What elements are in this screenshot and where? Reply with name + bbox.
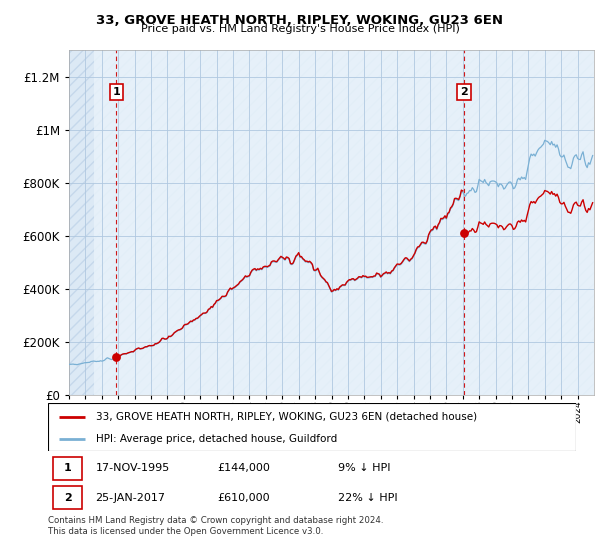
Text: Price paid vs. HM Land Registry's House Price Index (HPI): Price paid vs. HM Land Registry's House …	[140, 24, 460, 34]
Text: 2: 2	[64, 493, 71, 503]
Point	[112, 352, 121, 361]
Bar	[53, 456, 82, 480]
Text: 22% ↓ HPI: 22% ↓ HPI	[338, 493, 398, 503]
Text: £610,000: £610,000	[217, 493, 269, 503]
Text: 33, GROVE HEATH NORTH, RIPLEY, WOKING, GU23 6EN (detached house): 33, GROVE HEATH NORTH, RIPLEY, WOKING, G…	[95, 412, 476, 422]
Text: 1: 1	[64, 463, 71, 473]
Text: 9% ↓ HPI: 9% ↓ HPI	[338, 463, 391, 473]
Bar	[53, 486, 82, 510]
Text: HPI: Average price, detached house, Guildford: HPI: Average price, detached house, Guil…	[95, 434, 337, 444]
Text: 2: 2	[460, 87, 468, 97]
Text: £144,000: £144,000	[217, 463, 270, 473]
Text: 1: 1	[112, 87, 120, 97]
Text: 25-JAN-2017: 25-JAN-2017	[95, 493, 166, 503]
Text: Contains HM Land Registry data © Crown copyright and database right 2024.
This d: Contains HM Land Registry data © Crown c…	[48, 516, 383, 536]
Text: 17-NOV-1995: 17-NOV-1995	[95, 463, 170, 473]
Point	[459, 228, 469, 237]
Text: 33, GROVE HEATH NORTH, RIPLEY, WOKING, GU23 6EN: 33, GROVE HEATH NORTH, RIPLEY, WOKING, G…	[97, 14, 503, 27]
